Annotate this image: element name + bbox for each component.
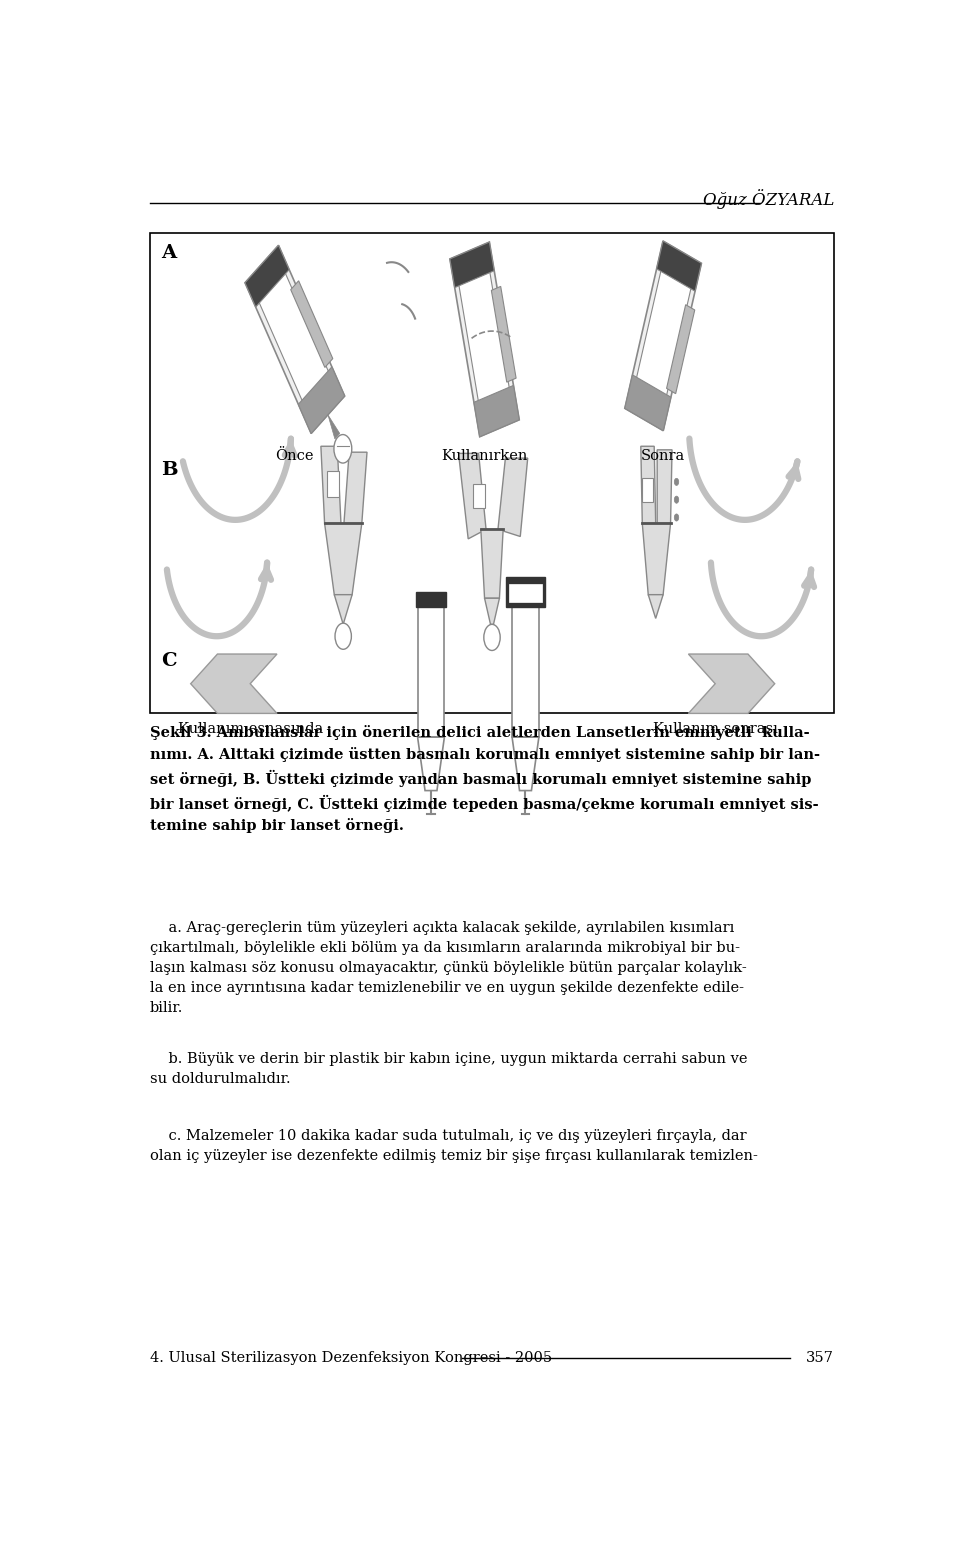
Circle shape	[334, 435, 351, 463]
Polygon shape	[641, 446, 656, 523]
Polygon shape	[657, 241, 702, 291]
Polygon shape	[344, 452, 367, 523]
Text: 357: 357	[806, 1351, 834, 1365]
Polygon shape	[334, 595, 352, 625]
FancyBboxPatch shape	[509, 584, 541, 601]
FancyBboxPatch shape	[418, 606, 444, 737]
Polygon shape	[625, 375, 671, 430]
Text: b. Büyük ve derin bir plastik bir kabın içine, uygun miktarda cerrahi sabun ve
s: b. Büyük ve derin bir plastik bir kabın …	[150, 1052, 747, 1086]
Polygon shape	[450, 242, 494, 288]
Circle shape	[674, 478, 679, 486]
Text: a. Araç-gereçlerin tüm yüzeyleri açıkta kalacak şekilde, ayrılabilen kısımları
ç: a. Araç-gereçlerin tüm yüzeyleri açıkta …	[150, 921, 747, 1015]
Polygon shape	[648, 595, 663, 618]
Polygon shape	[658, 450, 672, 523]
Polygon shape	[631, 253, 695, 419]
FancyBboxPatch shape	[416, 592, 445, 606]
Polygon shape	[252, 258, 338, 421]
Bar	[150, 233, 834, 714]
Polygon shape	[245, 245, 289, 307]
Circle shape	[484, 625, 500, 651]
Text: Kullanırken: Kullanırken	[442, 449, 528, 463]
Circle shape	[335, 623, 351, 649]
Circle shape	[674, 497, 679, 503]
Polygon shape	[456, 253, 514, 426]
Text: B: B	[161, 461, 178, 478]
Polygon shape	[245, 245, 345, 433]
FancyBboxPatch shape	[642, 478, 653, 503]
Polygon shape	[418, 737, 444, 791]
Text: 4. Ulusal Sterilizasyon Dezenfeksiyon Kongresi - 2005: 4. Ulusal Sterilizasyon Dezenfeksiyon Ko…	[150, 1351, 552, 1365]
FancyBboxPatch shape	[506, 577, 545, 606]
Polygon shape	[625, 241, 702, 430]
Polygon shape	[291, 281, 333, 367]
Text: A: A	[161, 244, 176, 262]
Polygon shape	[642, 523, 670, 595]
Polygon shape	[492, 287, 516, 382]
Polygon shape	[299, 367, 345, 433]
FancyBboxPatch shape	[473, 484, 486, 507]
Polygon shape	[450, 242, 519, 436]
Polygon shape	[328, 415, 340, 439]
Text: C: C	[161, 652, 177, 669]
Text: Sonra: Sonra	[641, 449, 685, 463]
Circle shape	[674, 513, 679, 521]
Polygon shape	[666, 305, 695, 393]
Text: Kullanım sonrası: Kullanım sonrası	[653, 722, 778, 736]
Polygon shape	[324, 523, 362, 595]
Polygon shape	[485, 598, 499, 625]
Polygon shape	[191, 654, 277, 714]
Text: Oğuz ÖZYARAL: Oğuz ÖZYARAL	[703, 190, 834, 210]
Polygon shape	[498, 458, 528, 537]
FancyBboxPatch shape	[512, 606, 539, 737]
FancyBboxPatch shape	[326, 472, 339, 498]
Polygon shape	[688, 654, 775, 714]
Text: Kullanım esnasında: Kullanım esnasında	[178, 722, 323, 736]
Polygon shape	[481, 529, 503, 598]
Text: Önce: Önce	[276, 449, 314, 463]
Polygon shape	[321, 446, 341, 523]
Polygon shape	[474, 386, 519, 436]
Polygon shape	[459, 453, 486, 538]
Text: c. Malzemeler 10 dakika kadar suda tutulmalı, iç ve dış yüzeyleri fırçayla, dar
: c. Malzemeler 10 dakika kadar suda tutul…	[150, 1129, 757, 1163]
Polygon shape	[512, 737, 539, 791]
Text: Şekil 3. Ambulanslar için önerilen delici aletlerden Lansetlerin emniyetli  kull: Şekil 3. Ambulanslar için önerilen delic…	[150, 725, 820, 833]
